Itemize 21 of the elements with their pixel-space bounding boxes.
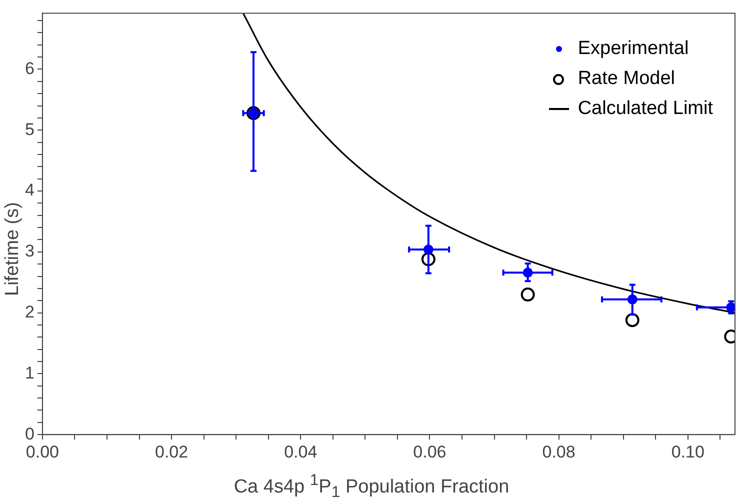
y-tick-label: 1 (24, 363, 34, 382)
x-tick-label: 0.00 (26, 442, 59, 462)
legend-label: Rate Model (578, 68, 675, 90)
legend-label: Calculated Limit (578, 98, 713, 120)
y-tick-label: 3 (24, 242, 34, 261)
x-tick-label: 0.10 (671, 442, 704, 462)
point (625, 313, 640, 328)
point (520, 288, 535, 302)
y-tick-label: 5 (24, 120, 34, 139)
x-tick-label: 0.04 (284, 442, 318, 462)
y-tick-label: 2 (24, 302, 34, 322)
y-tick-label: 0 (24, 424, 34, 444)
legend-label: Experimental (578, 38, 689, 60)
x-tick-label: 0.08 (542, 442, 576, 462)
x-axis-title: Ca 4s4p $^{1}$P$_{1}$ Population Fraction (232, 472, 510, 502)
line-series (242, 13, 735, 314)
y-tick-label: 6 (24, 58, 34, 78)
x-tick-label: 0.02 (154, 442, 188, 462)
x-tick-label: 0.06 (413, 442, 446, 462)
y-tick-label: 4 (24, 180, 34, 200)
y-axis-title: Lifetime (s) (2, 202, 24, 296)
